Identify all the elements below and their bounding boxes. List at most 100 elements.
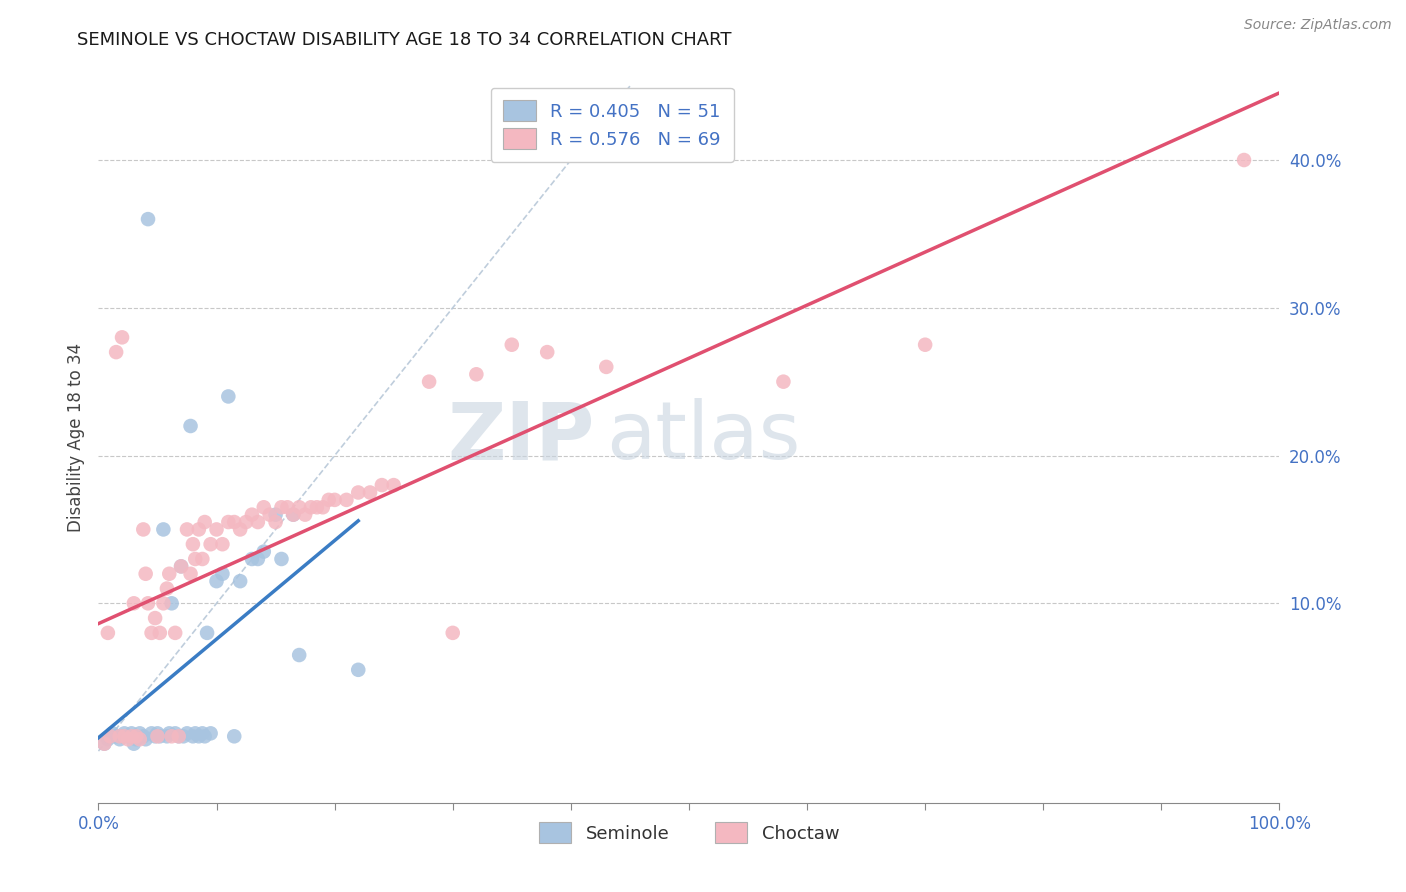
Point: [157, 726, 180, 740]
Text: ZIP: ZIP: [447, 398, 595, 476]
Point: [108, 729, 131, 743]
Point: [536, 345, 558, 359]
Text: SEMINOLE VS CHOCTAW DISABILITY AGE 18 TO 34 CORRELATION CHART: SEMINOLE VS CHOCTAW DISABILITY AGE 18 TO…: [77, 31, 733, 49]
Point: [299, 500, 322, 515]
Point: [121, 729, 143, 743]
Point: [371, 478, 394, 492]
Point: [318, 492, 340, 507]
Point: [294, 508, 316, 522]
Point: [323, 492, 346, 507]
Point: [105, 729, 128, 743]
Point: [194, 729, 217, 743]
Text: atlas: atlas: [606, 398, 800, 476]
Point: [305, 500, 328, 515]
Point: [105, 345, 128, 359]
Point: [501, 337, 523, 351]
Point: [160, 596, 183, 610]
Point: [259, 508, 281, 522]
Point: [181, 729, 204, 743]
Point: [205, 523, 228, 537]
Point: [264, 515, 287, 529]
Point: [253, 544, 276, 558]
Point: [125, 729, 148, 743]
Point: [235, 515, 257, 529]
Point: [122, 596, 145, 610]
Y-axis label: Disability Age 18 to 34: Disability Age 18 to 34: [66, 343, 84, 532]
Point: [167, 729, 190, 743]
Point: [288, 648, 311, 662]
Point: [156, 729, 179, 743]
Point: [128, 732, 150, 747]
Point: [264, 508, 287, 522]
Point: [141, 625, 163, 640]
Point: [184, 552, 207, 566]
Point: [156, 582, 179, 596]
Point: [122, 737, 145, 751]
Point: [270, 552, 292, 566]
Point: [229, 523, 252, 537]
Point: [270, 500, 292, 515]
Point: [176, 523, 198, 537]
Point: [180, 566, 202, 581]
Point: [200, 726, 222, 740]
Point: [191, 726, 214, 740]
Point: [143, 611, 166, 625]
Point: [187, 523, 209, 537]
Point: [117, 729, 139, 743]
Point: [195, 625, 218, 640]
Point: [128, 726, 150, 740]
Point: [211, 566, 233, 581]
Point: [288, 500, 311, 515]
Point: [108, 732, 131, 747]
Point: [347, 663, 370, 677]
Point: [184, 726, 207, 740]
Point: [146, 729, 169, 743]
Text: Source: ZipAtlas.com: Source: ZipAtlas.com: [1244, 18, 1392, 32]
Point: [283, 508, 305, 522]
Point: [205, 574, 228, 589]
Point: [165, 625, 187, 640]
Point: [136, 596, 159, 610]
Point: [229, 574, 252, 589]
Point: [224, 515, 246, 529]
Point: [283, 508, 305, 522]
Point: [157, 566, 180, 581]
Point: [125, 732, 148, 747]
Point: [135, 732, 157, 747]
Point: [224, 729, 246, 743]
Point: [98, 729, 121, 743]
Point: [211, 537, 233, 551]
Point: [772, 375, 794, 389]
Point: [170, 559, 193, 574]
Point: [194, 515, 217, 529]
Point: [595, 359, 617, 374]
Point: [111, 729, 134, 743]
Point: [276, 500, 298, 515]
Point: [217, 515, 239, 529]
Point: [418, 375, 440, 389]
Point: [312, 500, 335, 515]
Point: [240, 552, 263, 566]
Point: [165, 726, 187, 740]
Point: [122, 729, 145, 743]
Point: [359, 485, 381, 500]
Point: [97, 732, 120, 747]
Point: [112, 726, 135, 740]
Point: [111, 330, 134, 344]
Point: [180, 419, 202, 434]
Point: [112, 729, 135, 743]
Point: [246, 515, 269, 529]
Point: [335, 492, 357, 507]
Point: [132, 523, 155, 537]
Point: [246, 552, 269, 566]
Point: [253, 500, 276, 515]
Point: [141, 726, 163, 740]
Point: [149, 729, 172, 743]
Point: [217, 389, 239, 403]
Point: [121, 726, 143, 740]
Point: [441, 625, 464, 640]
Point: [152, 596, 174, 610]
Point: [160, 729, 183, 743]
Point: [98, 729, 121, 743]
Point: [167, 729, 190, 743]
